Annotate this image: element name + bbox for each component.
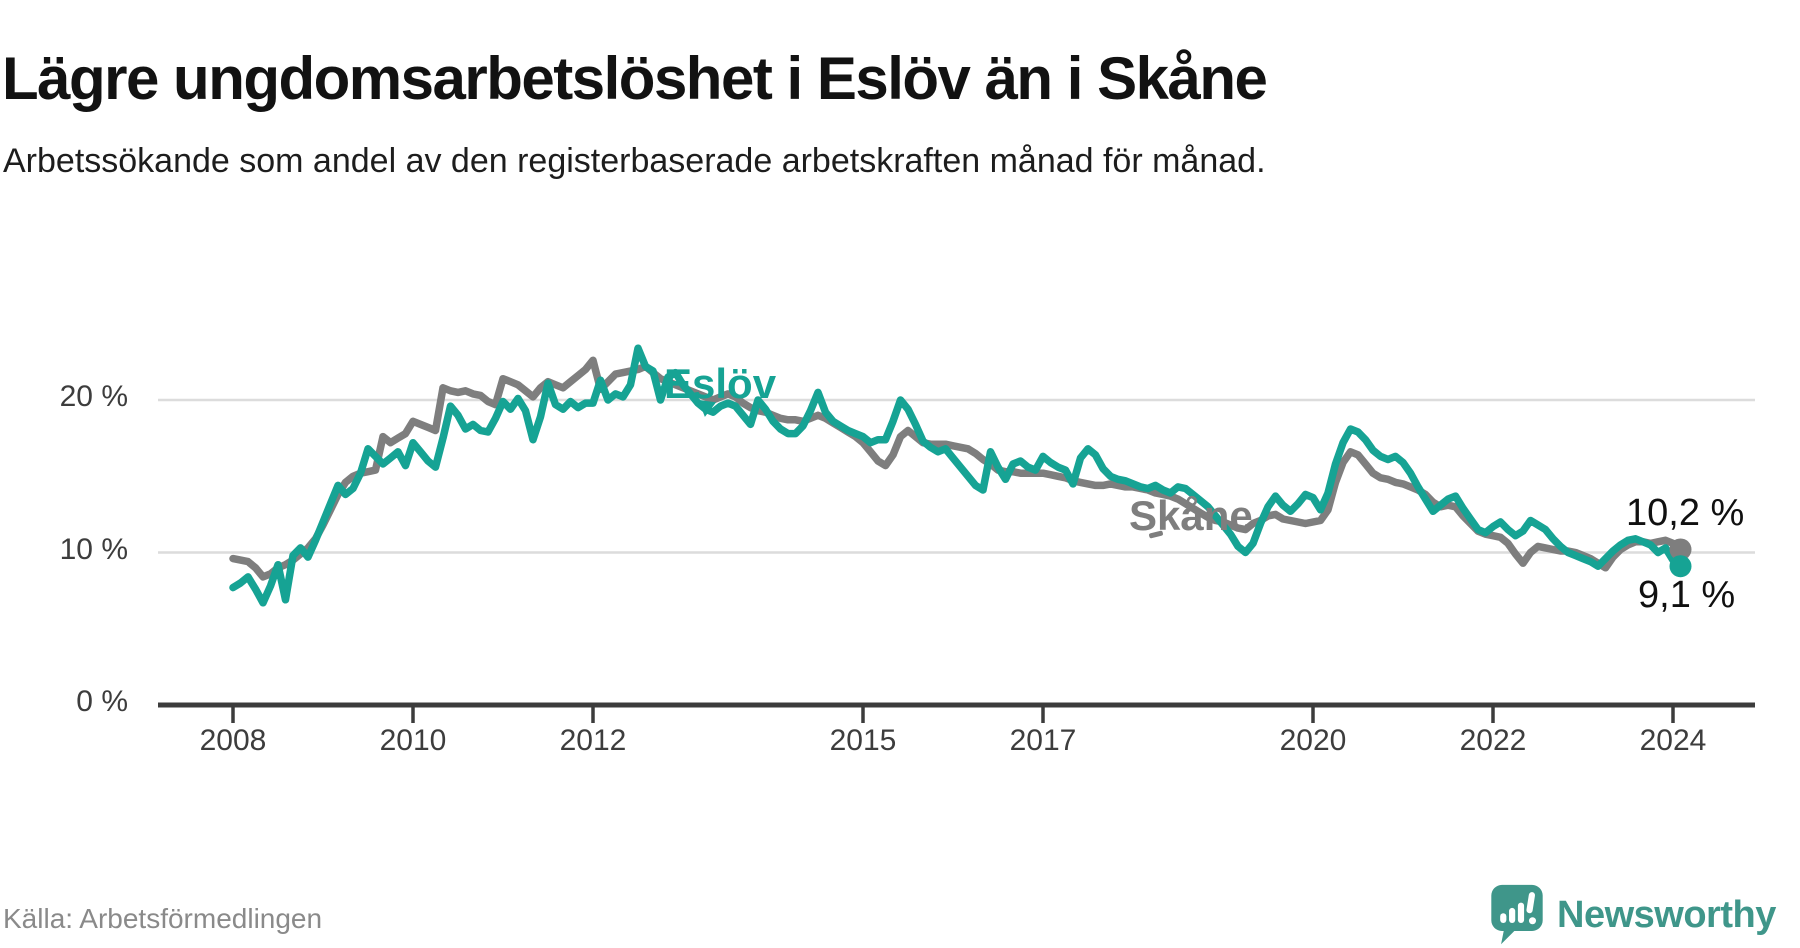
newsworthy-logo-text: Newsworthy <box>1557 893 1776 936</box>
newsworthy-logo-icon <box>1491 884 1543 945</box>
x-tick-label-2012: 2012 <box>559 724 627 757</box>
series-endpoint-eslöv <box>1669 555 1692 578</box>
x-tick-label-2024: 2024 <box>1639 724 1707 757</box>
page-title: Lägre ungdomsarbetslöshet i Eslöv än i S… <box>2 45 1268 113</box>
eslov-arrow-icon <box>695 399 717 419</box>
page-subtitle: Arbetssökande som andel av den registerb… <box>3 142 1266 180</box>
end-value-label-skane: 10,2 % <box>1626 492 1745 534</box>
series-line-eslöv <box>229 344 1685 607</box>
x-tick-label-2017: 2017 <box>1009 724 1077 757</box>
series-endpoint-skåne <box>1669 538 1692 561</box>
y-tick-label-10: 10 % <box>59 532 128 566</box>
x-tick-label-2022: 2022 <box>1459 724 1527 757</box>
x-tick-label-2008: 2008 <box>199 724 267 757</box>
end-value-label-eslov: 9,1 % <box>1638 574 1736 616</box>
x-tick-label-2020: 2020 <box>1279 724 1347 757</box>
series-label-skane: Skåne <box>1129 492 1253 539</box>
x-tick-label-2015: 2015 <box>829 724 897 757</box>
newsworthy-logo: Newsworthy <box>1490 884 1776 946</box>
x-tick-label-2010: 2010 <box>379 724 447 757</box>
y-tick-label-20: 20 % <box>59 380 128 413</box>
source-text: Källa: Arbetsförmedlingen <box>3 903 323 934</box>
series-label-eslov: Eslöv <box>664 360 777 407</box>
y-tick-label-0: 0 % <box>76 685 128 718</box>
series-line-skåne <box>229 356 1685 581</box>
